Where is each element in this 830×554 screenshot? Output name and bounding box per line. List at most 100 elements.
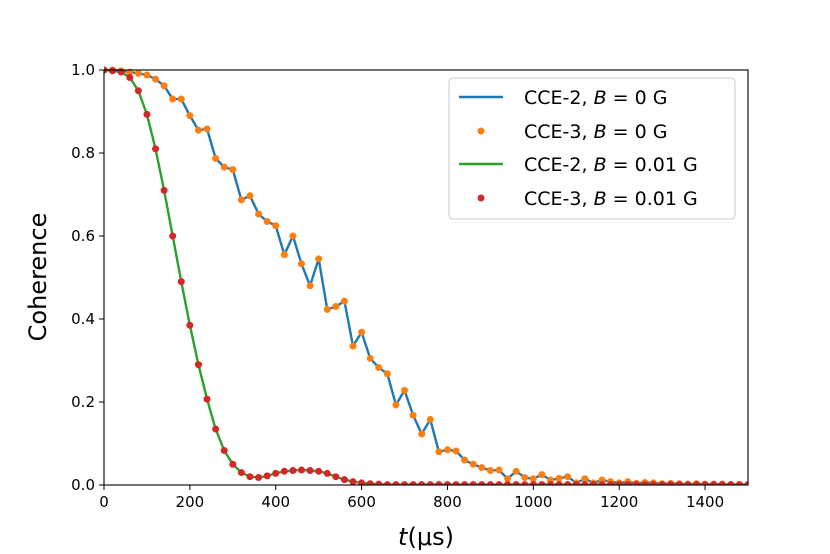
series-1-point (521, 474, 529, 482)
series-3-point (289, 466, 297, 474)
series-1-point (177, 95, 185, 103)
series-3-point (186, 321, 194, 329)
series-3-point (263, 472, 271, 480)
series-3-point (392, 481, 400, 485)
series-3-point (152, 145, 160, 153)
series-1-point (512, 467, 520, 475)
series-3-point (504, 481, 512, 485)
series-3-point (349, 478, 357, 485)
x-tick-label: 0 (99, 493, 109, 511)
series-1-point (323, 305, 331, 313)
series-3-point (366, 480, 374, 485)
series-3-point (581, 481, 589, 485)
series-3-point (306, 466, 314, 474)
series-1-point (186, 112, 194, 120)
series-3-point (529, 481, 537, 485)
x-axis-label-unit: (μs) (407, 523, 454, 551)
y-tick-label: 0.4 (71, 310, 95, 328)
series-3-point (589, 481, 597, 485)
series-1-point (495, 466, 503, 474)
series-1-point (212, 154, 220, 162)
y-axis: 0.0 0.2 0.4 0.6 0.8 1.0 (71, 61, 104, 494)
series-1-point (280, 251, 288, 259)
series-3-point (675, 481, 683, 485)
series-1-point (418, 430, 426, 438)
series-1-point (160, 82, 168, 90)
series-3-point (143, 110, 151, 118)
series-1-point (194, 126, 202, 134)
series-3-point (727, 481, 735, 485)
series-3-point (615, 481, 623, 485)
series-1-point (306, 282, 314, 290)
series-1-point (538, 471, 546, 479)
series-0-line (104, 68, 748, 485)
series-3-point (418, 481, 426, 485)
series-3-point (744, 481, 748, 485)
series-3-point (469, 481, 477, 485)
series-3-point (323, 469, 331, 477)
axes-frame (103, 69, 749, 486)
series-3-point (375, 480, 383, 485)
y-tick-label: 0.8 (71, 144, 95, 162)
series-3-point (332, 473, 340, 481)
series-1-point (383, 370, 391, 378)
series-1-point (289, 232, 297, 240)
series-1-point (409, 411, 417, 419)
series-1-point (203, 125, 211, 133)
y-tick-label: 0.6 (71, 227, 95, 245)
series-0 (104, 68, 748, 485)
series-3-point (237, 469, 245, 477)
series-1-point (237, 196, 245, 204)
series-1-point (358, 328, 366, 336)
legend-label-cce3-b001: CCE-3, B = 0.01 G (524, 188, 698, 210)
y-axis-label: Coherence (24, 213, 52, 342)
x-tick-label: 400 (261, 493, 290, 511)
y-tick-label: 0.0 (71, 476, 95, 494)
series-3-point (710, 481, 718, 485)
series-1-point (340, 297, 348, 305)
y-tick-label: 1.0 (71, 61, 95, 79)
series-1-point (375, 364, 383, 372)
series-3-point (169, 232, 177, 240)
series-1-point (469, 460, 477, 468)
series-3-point (401, 481, 409, 485)
y-tick-label: 0.2 (71, 393, 95, 411)
series-1-point (297, 260, 305, 268)
series-3-point (203, 395, 211, 403)
series-3-point (435, 481, 443, 485)
series-3-point (297, 466, 305, 474)
series-3-point (538, 481, 546, 485)
series-1-point (134, 69, 142, 77)
series-3-point (718, 481, 726, 485)
series-3 (104, 66, 748, 485)
series-3-point (598, 481, 606, 485)
x-tick-label: 1400 (686, 493, 724, 511)
series-1-point (443, 446, 451, 454)
series-1-point (246, 192, 254, 200)
series-3-point (478, 481, 486, 485)
series-3-point (126, 73, 134, 81)
series-1-point (401, 386, 409, 394)
series-1-point (263, 217, 271, 225)
series-3-point (383, 481, 391, 485)
x-axis-label: t(μs) (398, 523, 454, 551)
series-3-point (229, 460, 237, 468)
series-1-point (426, 415, 434, 423)
series-3-point (692, 481, 700, 485)
series-1-point (169, 95, 177, 103)
legend-swatch-cce3-b001 (477, 194, 485, 202)
series-1-point (349, 342, 357, 350)
series-1-point (143, 71, 151, 79)
series-1-point (486, 466, 494, 474)
series-3-point (521, 481, 529, 485)
series-1-point (555, 474, 563, 482)
series-3-point (495, 481, 503, 485)
series-3-point (315, 467, 323, 475)
series-3-point (650, 481, 658, 485)
series-3-point (667, 481, 675, 485)
series-3-point (572, 481, 580, 485)
legend-label-cce2-b001: CCE-2, B = 0.01 G (524, 154, 698, 176)
series-3-point (641, 481, 649, 485)
series-1-point (392, 401, 400, 409)
